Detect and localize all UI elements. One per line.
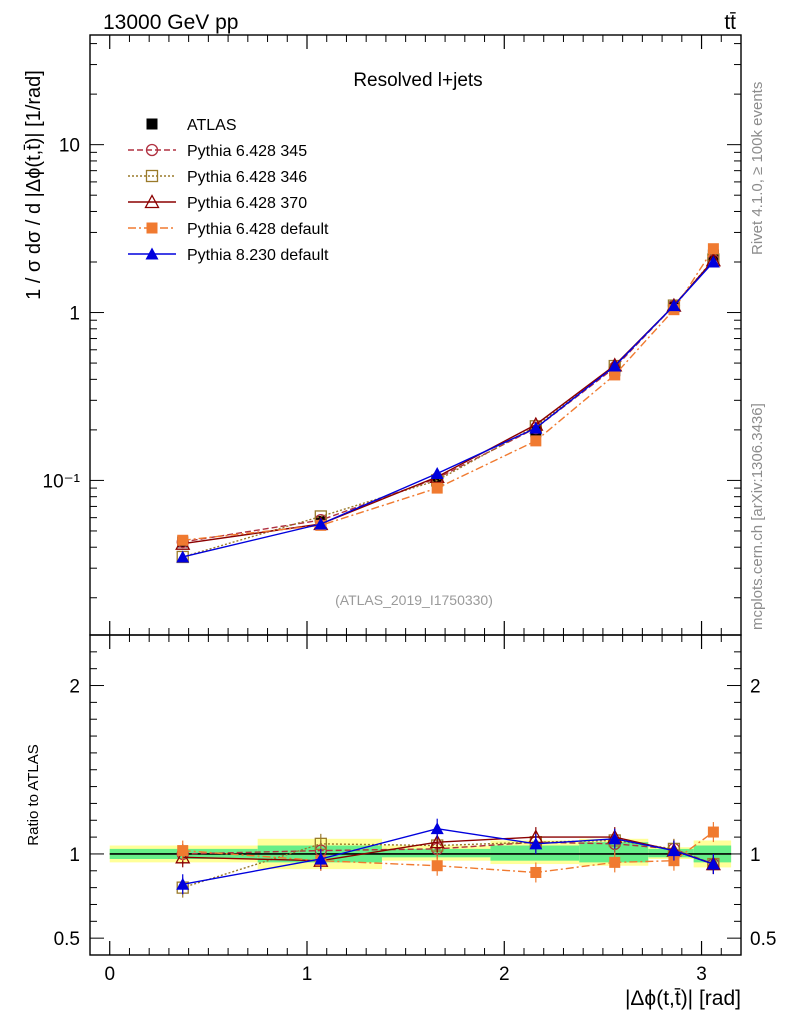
legend-item-pythia-6-428-default: Pythia 6.428 default: [128, 221, 329, 238]
data-point-pythia-6-428-default: [609, 369, 621, 381]
series-pythia-8-230-default: [176, 255, 720, 563]
main-y-axis-label: 1 / σ dσ / d |Δϕ(t,t̄)| [1/rad]: [23, 70, 45, 300]
legend-item-atlas: ATLAS: [146, 117, 237, 134]
ratio-y-tick-label: 1: [69, 845, 80, 866]
legend-marker: [144, 194, 160, 209]
legend-marker: [145, 143, 159, 157]
ratio-point-pythia-8-230-default: [667, 844, 681, 857]
legend-item-pythia-6-428-346: Pythia 6.428 346: [128, 169, 307, 186]
ratio-y-axis-label: Ratio to ATLAS: [25, 744, 42, 845]
ratio-y-tick-label-right: 1: [750, 845, 761, 866]
legend-item-pythia-8-230-default: Pythia 8.230 default: [128, 247, 329, 264]
data-point-pythia-8-230-default: [430, 466, 444, 479]
series-line-pythia-6-428-370: [182, 259, 714, 545]
ratio-plot: 0 1 2 3 0.5 0.5 1 1 2 2 Ratio to ATLAS |Δϕ(t,t̄)|…: [25, 634, 776, 1010]
ratio-series-pythia-8-230-default: [176, 818, 720, 895]
legend-label: Pythia 6.428 346: [187, 169, 307, 186]
y-tick-label: 10: [59, 136, 80, 157]
ratio-y-tick-label: 2: [69, 677, 80, 698]
legend-marker: [145, 169, 159, 183]
mcplots-label: mcplots.cern.ch [arXiv:1306.3436]: [749, 403, 766, 630]
series-line-pythia-6-428-346: [182, 259, 714, 558]
legend: ATLAS Pythia 6.428 345 Pythia 6.428 346 Pyt…: [128, 117, 329, 264]
series-line-pythia-8-230-default: [182, 261, 714, 558]
data-point-pythia-6-428-default: [431, 482, 443, 494]
y-tick-label: 10⁻¹: [43, 471, 81, 492]
legend-label: Pythia 8.230 default: [187, 247, 329, 264]
series-line-pythia-6-428-345: [182, 259, 714, 543]
data-point-pythia-8-230-default: [608, 359, 622, 372]
process-label: tt̄: [724, 11, 736, 34]
legend-label: ATLAS: [187, 117, 237, 134]
ratio-band-green: [490, 845, 580, 861]
series-pythia-6-428-370: [175, 252, 721, 550]
legend-item-pythia-6-428-370: Pythia 6.428 370: [128, 194, 307, 212]
x-tick-label: 0: [104, 964, 115, 985]
ratio-series: [175, 818, 721, 898]
ratio-point-pythia-6-428-default: [609, 856, 621, 868]
data-point-pythia-8-230-default: [314, 517, 328, 530]
legend-label: Pythia 6.428 370: [187, 195, 307, 212]
data-point-pythia-8-230-default: [706, 255, 720, 268]
energy-label: 13000 GeV pp: [103, 11, 238, 34]
ratio-band-green: [579, 842, 649, 863]
x-tick-label: 2: [499, 964, 510, 985]
legend-marker: [145, 247, 159, 260]
ratio-point-pythia-6-428-default: [668, 855, 680, 867]
data-point-pythia-8-230-default: [176, 550, 190, 563]
ratio-point-pythia-8-230-default: [430, 822, 444, 835]
ratio-y-tick-label-right: 2: [750, 677, 761, 698]
legend-marker: [146, 222, 158, 234]
data-point-pythia-8-230-default: [667, 299, 681, 312]
x-axis-label: |Δϕ(t,t̄)| [rad]: [625, 987, 741, 1010]
data-point-pythia-6-428-default: [530, 435, 542, 447]
series-pythia-6-428-346: [176, 253, 720, 564]
main-axes: 10⁻¹ 1 10: [43, 35, 741, 642]
ratio-y-tick-label-right: 0.5: [750, 929, 776, 950]
ratio-band-green: [381, 848, 491, 858]
series-atlas: [177, 249, 719, 548]
ratio-point-pythia-6-428-370: [175, 849, 191, 864]
y-tick-label: 1: [69, 304, 80, 325]
legend-label: Pythia 6.428 default: [187, 221, 329, 238]
x-tick-label: 3: [696, 964, 707, 985]
main-series: [175, 243, 721, 564]
ratio-point-pythia-6-428-default: [707, 826, 719, 838]
series-line-pythia-6-428-default: [182, 248, 714, 541]
ratio-point-pythia-8-230-default: [314, 852, 328, 865]
legend-item-pythia-6-428-345: Pythia 6.428 345: [128, 143, 307, 160]
ratio-point-pythia-8-230-default: [176, 877, 190, 890]
ratio-point-pythia-6-428-default: [530, 866, 542, 878]
series-pythia-6-428-default: [177, 243, 719, 546]
analysis-tag: (ATLAS_2019_I1750330): [335, 592, 493, 608]
series-pythia-6-428-345: [176, 254, 720, 549]
ratio-point-pythia-6-428-370: [429, 834, 445, 849]
main-plot: 10⁻¹ 1 10 Resolved l+jets (ATLAS_2019_I175…: [23, 34, 742, 642]
x-tick-label: 1: [302, 964, 313, 985]
ratio-point-pythia-6-428-default: [431, 860, 443, 872]
rivet-version-label: Rivet 4.1.0, ≥ 100k events: [749, 82, 766, 255]
data-point-pythia-8-230-default: [529, 421, 543, 434]
legend-marker: [146, 118, 158, 130]
ratio-frame: [89, 634, 742, 956]
ratio-y-tick-label: 0.5: [54, 929, 80, 950]
data-point-pythia-6-428-default: [707, 243, 719, 255]
main-title: Resolved l+jets: [353, 70, 482, 91]
data-point-pythia-6-428-default: [177, 534, 189, 546]
ratio-axes: 0 1 2 3 0.5 0.5 1 1 2 2: [54, 635, 776, 985]
ratio-point-pythia-8-230-default: [706, 857, 720, 870]
legend-label: Pythia 6.428 345: [187, 143, 307, 160]
ratio-point-pythia-6-428-default: [177, 845, 189, 857]
ratio-point-pythia-8-230-default: [608, 832, 622, 845]
ratio-point-pythia-8-230-default: [529, 837, 543, 850]
